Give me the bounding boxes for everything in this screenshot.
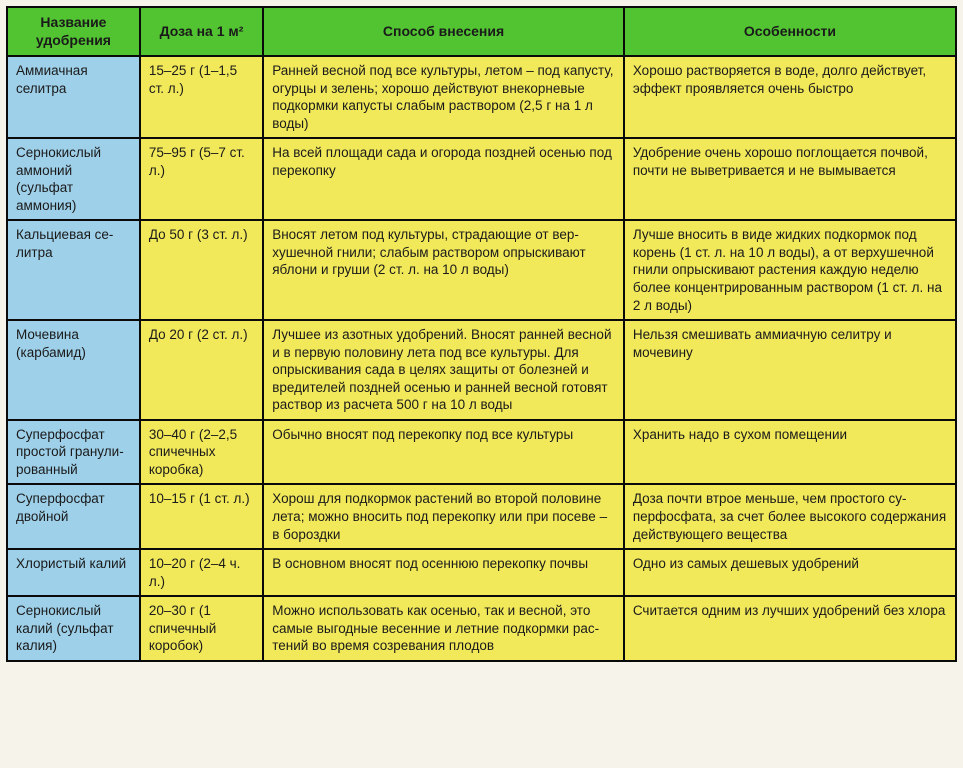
cell-dose: До 20 г (2 ст. л.) <box>140 320 263 420</box>
cell-dose: 20–30 г (1 спичечный коробок) <box>140 596 263 661</box>
table-row: Мочевина (карбамид)До 20 г (2 ст. л.)Луч… <box>7 320 956 420</box>
cell-dose: 15–25 г (1–1,5 ст. л.) <box>140 56 263 138</box>
table-row: Суперфосфат простой гранули­рованный30–4… <box>7 420 956 485</box>
cell-method: Можно использовать как осенью, так и вес… <box>263 596 624 661</box>
table-row: Кальциевая се­литраДо 50 г (3 ст. л.)Вно… <box>7 220 956 320</box>
cell-method: Лучшее из азотных удобрений. Вносят ранн… <box>263 320 624 420</box>
col-header-notes: Особенности <box>624 7 956 56</box>
cell-notes: Нельзя смешивать аммиачную селитру и моч… <box>624 320 956 420</box>
cell-method: Ранней весной под все культуры, летом – … <box>263 56 624 138</box>
table-row: Сернокислый аммоний (сульфат аммония)75–… <box>7 138 956 220</box>
cell-method: В основном вносят под осеннюю перекопку … <box>263 549 624 596</box>
cell-name: Мочевина (карбамид) <box>7 320 140 420</box>
fertilizer-table: Название удобрения Доза на 1 м² Способ в… <box>6 6 957 662</box>
cell-notes: Считается одним из лучших удобрений без … <box>624 596 956 661</box>
cell-notes: Лучше вносить в виде жидких подкор­мок п… <box>624 220 956 320</box>
table-row: Суперфосфат двойной10–15 г (1 ст. л.)Хор… <box>7 484 956 549</box>
col-header-dose: Доза на 1 м² <box>140 7 263 56</box>
table-row: Аммиачная селитра15–25 г (1–1,5 ст. л.)Р… <box>7 56 956 138</box>
cell-name: Суперфосфат двойной <box>7 484 140 549</box>
cell-notes: Одно из самых дешевых удобрений <box>624 549 956 596</box>
cell-notes: Доза почти втрое меньше, чем простого су… <box>624 484 956 549</box>
cell-dose: 10–20 г (2–4 ч. л.) <box>140 549 263 596</box>
cell-name: Сернокислый калий (сульфат калия) <box>7 596 140 661</box>
table-row: Хлористый калий10–20 г (2–4 ч. л.)В осно… <box>7 549 956 596</box>
col-header-name: Название удобрения <box>7 7 140 56</box>
cell-name: Сернокислый аммоний (сульфат аммония) <box>7 138 140 220</box>
cell-dose: 10–15 г (1 ст. л.) <box>140 484 263 549</box>
cell-dose: До 50 г (3 ст. л.) <box>140 220 263 320</box>
cell-dose: 75–95 г (5–7 ст. л.) <box>140 138 263 220</box>
cell-dose: 30–40 г (2–2,5 спичеч­ных коробка) <box>140 420 263 485</box>
cell-name: Суперфосфат простой гранули­рованный <box>7 420 140 485</box>
table-header-row: Название удобрения Доза на 1 м² Способ в… <box>7 7 956 56</box>
table-row: Сернокислый калий (сульфат калия)20–30 г… <box>7 596 956 661</box>
cell-name: Аммиачная селитра <box>7 56 140 138</box>
cell-name: Кальциевая се­литра <box>7 220 140 320</box>
cell-method: На всей площади сада и огорода поздней о… <box>263 138 624 220</box>
cell-method: Хорош для подкормок растений во второй п… <box>263 484 624 549</box>
cell-notes: Хранить надо в сухом помещении <box>624 420 956 485</box>
cell-notes: Удобрение очень хорошо поглощается поч­в… <box>624 138 956 220</box>
cell-notes: Хорошо растворяется в воде, долго дей­ст… <box>624 56 956 138</box>
cell-method: Обычно вносят под перекопку под все куль… <box>263 420 624 485</box>
table-body: Аммиачная селитра15–25 г (1–1,5 ст. л.)Р… <box>7 56 956 661</box>
cell-method: Вносят летом под культуры, страдающие от… <box>263 220 624 320</box>
cell-name: Хлористый калий <box>7 549 140 596</box>
col-header-method: Способ внесения <box>263 7 624 56</box>
